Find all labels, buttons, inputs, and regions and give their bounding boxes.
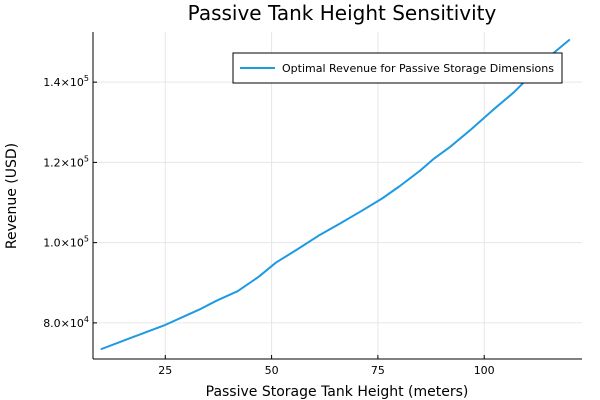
y-axis-label: Revenue (USD) bbox=[4, 143, 20, 249]
legend-label: Optimal Revenue for Passive Storage Dime… bbox=[282, 62, 554, 75]
x-tick-label: 25 bbox=[158, 364, 172, 377]
x-tick-label: 100 bbox=[474, 364, 495, 377]
x-gridlines bbox=[164, 32, 485, 359]
x-tick-label: 50 bbox=[265, 364, 279, 377]
y-ticks: 8.0×104 1.0×105 1.2×105 1.4×105 bbox=[43, 74, 97, 330]
x-ticks: 25 50 75 100 bbox=[158, 355, 495, 377]
legend: Optimal Revenue for Passive Storage Dime… bbox=[232, 52, 563, 84]
legend-box bbox=[232, 52, 563, 84]
series-layer bbox=[100, 39, 571, 350]
series-line bbox=[100, 39, 571, 350]
x-tick-label: 75 bbox=[371, 364, 385, 377]
x-axis-label: Passive Storage Tank Height (meters) bbox=[206, 384, 469, 400]
y-tick-label: 8.0×104 bbox=[43, 315, 89, 330]
chart-title: Passive Tank Height Sensitivity bbox=[188, 1, 497, 25]
y-gridlines bbox=[93, 81, 582, 324]
y-tick-label: 1.2×105 bbox=[43, 154, 89, 169]
y-tick-label: 1.0×105 bbox=[43, 235, 89, 250]
y-tick-label: 1.4×105 bbox=[43, 74, 89, 89]
